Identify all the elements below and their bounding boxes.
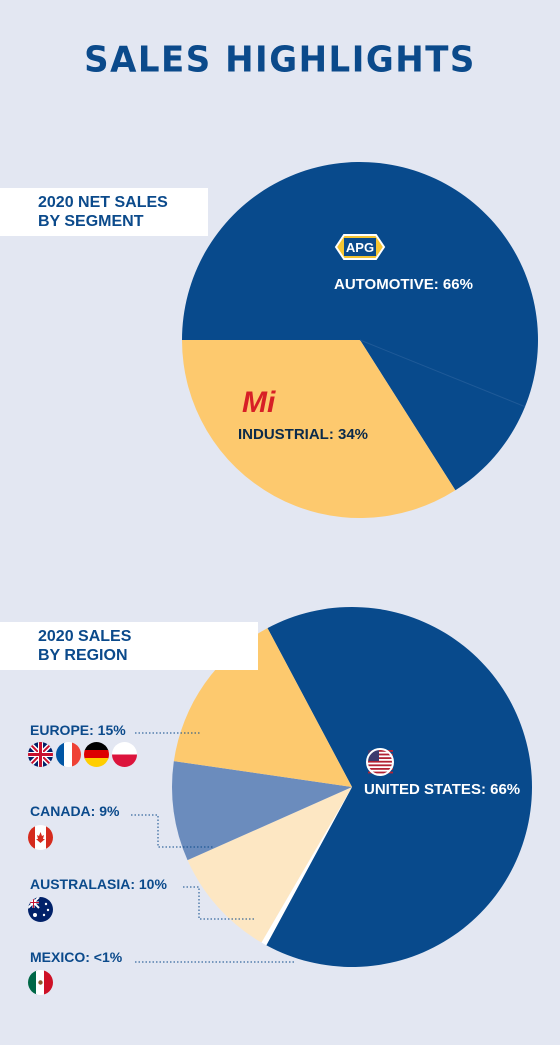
canada-flags xyxy=(28,825,53,850)
segment-heading-box: 2020 NET SALES BY SEGMENT xyxy=(0,188,208,236)
segment-pie-chart: APG AUTOMOTIVE: 66% Mi INDUSTRIAL: 34% xyxy=(182,162,538,518)
mexico-label: MEXICO: <1% xyxy=(30,949,123,965)
region-heading-line1: 2020 SALES xyxy=(38,628,132,645)
apg-logo-icon: APG xyxy=(334,234,386,260)
france-flag-icon xyxy=(56,742,81,767)
canada-flag-icon xyxy=(28,825,53,850)
automotive-inner-divider xyxy=(359,339,526,408)
europe-flags xyxy=(28,742,137,767)
canada-leader xyxy=(131,814,214,848)
mexico-flags xyxy=(28,970,53,995)
automotive-slice xyxy=(182,162,538,491)
united-states-label: UNITED STATES: 66% xyxy=(364,781,520,798)
apg-logo-text: APG xyxy=(346,240,374,255)
industrial-label: INDUSTRIAL: 34% xyxy=(238,426,368,443)
germany-flag-icon xyxy=(84,742,109,767)
europe-label: EUROPE: 15% xyxy=(30,722,126,738)
segment-heading-line1: 2020 NET SALES xyxy=(38,194,168,211)
united-states-slice xyxy=(266,607,532,968)
us-flag-icon xyxy=(366,748,394,776)
poland-flag-icon xyxy=(112,742,137,767)
region-heading-line2: BY REGION xyxy=(38,647,128,664)
segment-heading-line2: BY SEGMENT xyxy=(38,213,144,230)
australasia-slice xyxy=(187,787,352,943)
australasia-leader xyxy=(183,886,254,920)
automotive-label: AUTOMOTIVE: 66% xyxy=(334,276,473,293)
canada-slice xyxy=(171,761,352,861)
region-heading-box: 2020 SALES BY REGION xyxy=(0,622,258,670)
mi-logo-icon: Mi xyxy=(242,386,276,419)
canada-label: CANADA: 9% xyxy=(30,803,120,819)
australasia-label: AUSTRALASIA: 10% xyxy=(30,876,167,892)
page-title: SALES HIGHLIGHTS xyxy=(84,39,476,81)
australia-flag-icon xyxy=(28,897,53,922)
mexico-slice xyxy=(261,787,352,946)
uk-flag-icon xyxy=(28,742,53,767)
australasia-flags xyxy=(28,897,53,922)
industrial-slice xyxy=(182,340,456,518)
mexico-flag-icon xyxy=(28,970,53,995)
